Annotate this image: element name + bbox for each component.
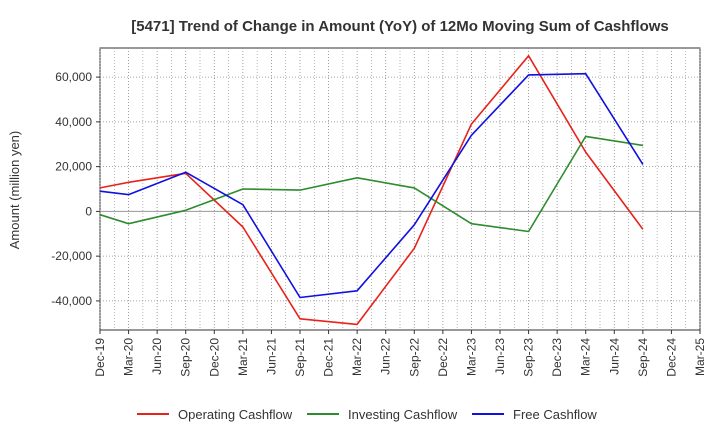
y-axis: -40,000 -20,000 0 20,000 40,000 60,000 <box>51 70 100 308</box>
x-tick-label: Jun-23 <box>493 338 507 375</box>
legend-label: Free Cashflow <box>513 407 597 422</box>
y-tick-label: -20,000 <box>51 249 92 263</box>
x-tick-label: Sep-21 <box>293 338 307 377</box>
x-tick-label: Mar-21 <box>236 338 250 376</box>
x-tick-label: Dec-20 <box>207 338 221 377</box>
y-tick-label: -40,000 <box>51 294 92 308</box>
x-tick-label: Sep-24 <box>636 338 650 377</box>
x-tick-label: Sep-20 <box>179 338 193 377</box>
x-tick-label: Sep-23 <box>522 338 536 377</box>
legend-label: Operating Cashflow <box>178 407 293 422</box>
y-tick-label: 20,000 <box>55 160 92 174</box>
x-tick-label: Dec-23 <box>550 338 564 377</box>
legend: Operating Cashflow Investing Cashflow Free… <box>137 407 597 422</box>
x-tick-label: Dec-21 <box>322 338 336 377</box>
y-axis-label: Amount (million yen) <box>7 131 22 250</box>
x-tick-label: Mar-25 <box>693 338 707 376</box>
y-tick-label: 0 <box>85 204 92 218</box>
x-tick-label: Dec-24 <box>664 338 678 377</box>
series-lines <box>99 54 644 326</box>
x-tick-label: Mar-20 <box>122 338 136 376</box>
y-tick-label: 60,000 <box>55 70 92 84</box>
x-tick-label: Dec-19 <box>93 338 107 377</box>
x-tick-label: Sep-22 <box>407 338 421 377</box>
x-tick-label: Jun-22 <box>379 338 393 375</box>
x-axis: Dec-19 Mar-20 Jun-20 Sep-20 Dec-20 Mar-21 Jun-… <box>93 330 707 377</box>
series-line-operating-cashflow <box>99 54 644 326</box>
x-tick-label: Mar-24 <box>579 338 593 376</box>
legend-label: Investing Cashflow <box>348 407 458 422</box>
x-tick-label: Dec-22 <box>436 338 450 377</box>
chart-title: [5471] Trend of Change in Amount (YoY) o… <box>131 18 669 35</box>
series-line-investing-cashflow <box>99 135 644 233</box>
y-tick-label: 40,000 <box>55 115 92 129</box>
x-tick-label: Jun-20 <box>150 338 164 375</box>
x-tick-label: Jun-21 <box>264 338 278 375</box>
series-line-free-cashflow <box>99 72 644 299</box>
x-tick-label: Mar-22 <box>350 338 364 376</box>
x-tick-label: Mar-23 <box>464 338 478 376</box>
x-tick-label: Jun-24 <box>607 338 621 375</box>
